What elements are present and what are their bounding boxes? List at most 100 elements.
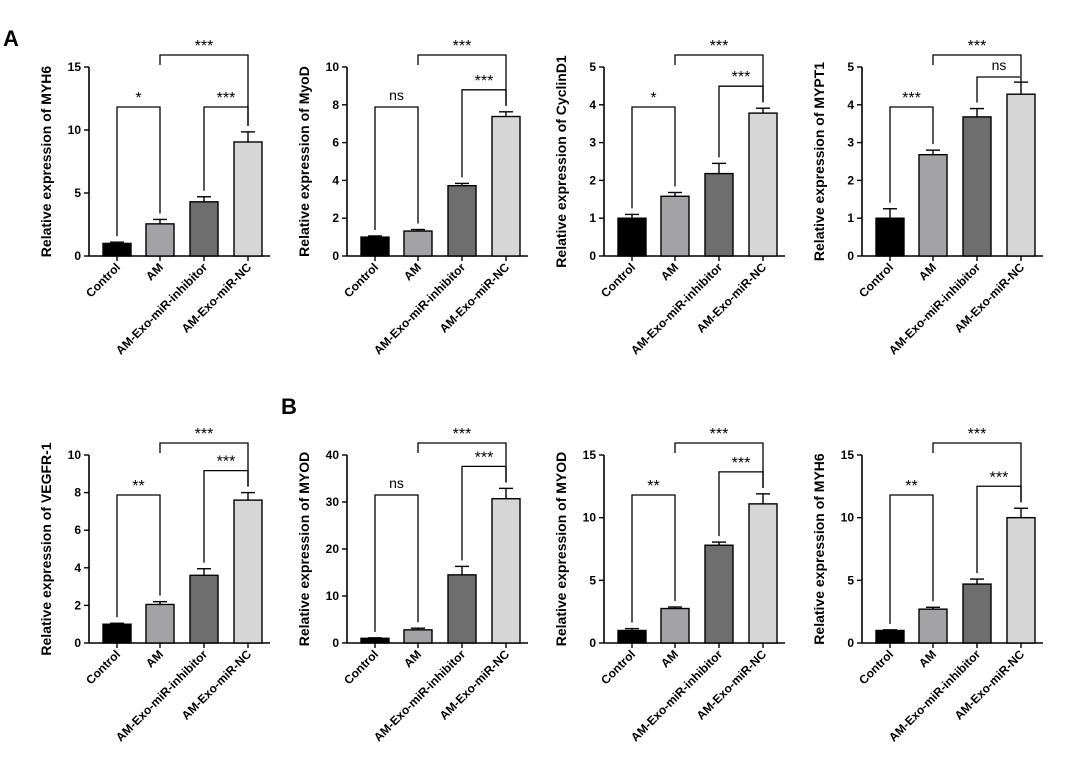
- bar-am-exo-mir-nc: [233, 499, 263, 644]
- significance-bracket: [417, 442, 507, 483]
- significance-label: ***: [902, 90, 921, 107]
- x-tick-label: AM: [658, 260, 681, 283]
- bar-am-exo-mir-inhibitor: [189, 201, 219, 257]
- significance-label: ***: [990, 469, 1009, 486]
- significance-label: **: [647, 478, 659, 495]
- significance-label: ***: [732, 455, 751, 472]
- x-tick-label: AM: [916, 647, 939, 670]
- x-tick-label: Control: [83, 260, 123, 300]
- x-tick-label: AM: [658, 647, 681, 670]
- y-axis-label: Relative expression of MYOD: [296, 452, 312, 647]
- x-tick-label: AM: [401, 647, 424, 670]
- y-tick-label: 0: [74, 636, 81, 650]
- y-tick-label: 1: [847, 211, 854, 225]
- significance-label: ***: [217, 90, 236, 107]
- x-tick-label: AM: [143, 260, 166, 283]
- y-tick-label: 2: [332, 211, 339, 225]
- y-tick-label: 0: [332, 249, 339, 263]
- y-tick-label: 0: [847, 249, 854, 263]
- bar-control: [360, 637, 390, 644]
- bar-am-exo-mir-inhibitor: [704, 544, 734, 644]
- significance-label: ***: [475, 449, 494, 466]
- significance-label: ns: [992, 57, 1007, 73]
- chart-panel-1: 0 5 10 15 Relative expression of MYH6 Control…: [38, 38, 270, 357]
- significance-label: **: [905, 478, 917, 495]
- y-tick-label: 0: [74, 249, 81, 263]
- y-tick-label: 8: [332, 98, 339, 112]
- bar-am-exo-mir-inhibitor: [704, 172, 734, 257]
- chart-panel-4: 0 1 2 3 4 5 Relative expression of MYPT1 Contro…: [811, 38, 1043, 357]
- bar-am: [403, 230, 433, 257]
- significance-label: ***: [475, 73, 494, 90]
- significance-label: ***: [968, 38, 987, 55]
- significance-label: ns: [389, 87, 404, 103]
- y-tick-label: 2: [589, 173, 596, 187]
- y-tick-label: 10: [583, 511, 597, 525]
- y-tick-label: 1: [589, 211, 596, 225]
- bar-am: [145, 223, 175, 257]
- bar-am-exo-mir-inhibitor: [189, 574, 219, 644]
- y-axis-label: Relative expression of MYPT1: [811, 62, 827, 261]
- y-tick-label: 5: [847, 60, 854, 74]
- y-tick-label: 4: [74, 561, 81, 575]
- y-tick-label: 15: [583, 448, 597, 462]
- significance-bracket: [932, 442, 1022, 503]
- y-tick-label: 30: [326, 495, 340, 509]
- bar-control: [102, 623, 132, 644]
- bar-control: [102, 242, 132, 257]
- y-tick-label: 0: [332, 636, 339, 650]
- chart-panel-3: 0 1 2 3 4 5 Relative expression of CyclinD1 Con…: [553, 38, 785, 357]
- bar-am: [918, 153, 948, 257]
- y-axis-label: Relative expression of MYOD: [553, 452, 569, 647]
- y-tick-label: 10: [326, 60, 340, 74]
- y-tick-label: 4: [847, 98, 854, 112]
- bar-am-exo-mir-nc: [748, 112, 778, 257]
- significance-label: ***: [732, 69, 751, 86]
- x-tick-label: AM: [916, 260, 939, 283]
- chart-panel-7: 0 5 10 15 Relative expression of MYOD Control…: [553, 426, 785, 744]
- bar-am-exo-mir-inhibitor: [962, 583, 992, 644]
- chart-panel-6: 0 10 20 30 40 Relative expression of MYOD Cont…: [296, 426, 528, 744]
- y-tick-label: 3: [589, 136, 596, 150]
- y-tick-label: 5: [847, 573, 854, 587]
- x-tick-label: Control: [341, 260, 381, 300]
- y-tick-label: 5: [589, 60, 596, 74]
- significance-bracket: [116, 494, 161, 618]
- x-tick-label: Control: [341, 647, 381, 687]
- significance-bracket: [631, 106, 676, 209]
- bar-control: [875, 629, 905, 644]
- bar-am-exo-mir-nc: [1006, 93, 1036, 257]
- significance-bracket: [116, 106, 161, 237]
- y-tick-label: 10: [68, 123, 82, 137]
- significance-label: ***: [710, 426, 729, 443]
- significance-bracket: [374, 106, 419, 230]
- bar-control: [875, 217, 905, 257]
- significance-label: *: [650, 90, 656, 107]
- bar-am: [403, 629, 433, 644]
- bar-am: [918, 608, 948, 644]
- chart-panel-2: 0 2 4 6 8 10 Relative expression of MyoD Contro…: [296, 38, 528, 357]
- x-tick-label: Control: [598, 260, 638, 300]
- y-tick-label: 6: [332, 136, 339, 150]
- significance-bracket: [889, 494, 934, 624]
- chart-panel-8: 0 5 10 15 Relative expression of MYH6 Control…: [811, 426, 1043, 744]
- y-tick-label: 10: [326, 589, 340, 603]
- bar-am-exo-mir-inhibitor: [962, 116, 992, 257]
- significance-label: *: [135, 90, 141, 107]
- x-tick-label: AM: [401, 260, 424, 283]
- panel-label-a: A: [3, 26, 19, 51]
- y-tick-label: 5: [589, 573, 596, 587]
- bar-am: [660, 607, 690, 644]
- significance-bracket: [674, 442, 764, 488]
- y-tick-label: 20: [326, 542, 340, 556]
- y-axis-label: Relative expression of CyclinD1: [553, 55, 569, 268]
- significance-label: ***: [710, 38, 729, 55]
- y-tick-label: 0: [589, 636, 596, 650]
- significance-bracket: [159, 442, 249, 487]
- y-tick-label: 40: [326, 448, 340, 462]
- significance-label: ***: [195, 426, 214, 443]
- significance-label: ***: [217, 454, 236, 471]
- chart-panel-5: 0 2 4 6 8 10 Relative expression of VEGFR-1 Con…: [38, 426, 270, 744]
- bar-control: [360, 236, 390, 257]
